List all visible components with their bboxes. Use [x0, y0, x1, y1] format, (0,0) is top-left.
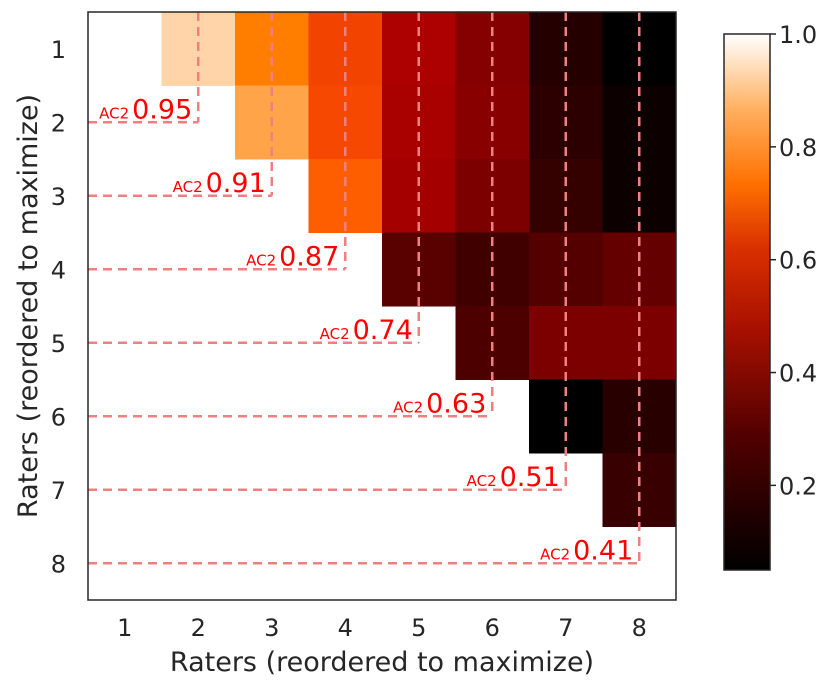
colorbar	[723, 33, 771, 571]
y-tick-label: 4	[51, 256, 66, 284]
y-tick-label: 5	[51, 330, 66, 358]
ac2-annotation: AC2 0.74	[320, 315, 413, 346]
colorbar-tick-label: 1.0	[779, 21, 817, 49]
ac2-annotation: AC2 0.91	[173, 168, 266, 199]
ac2-prefix: AC2	[540, 545, 570, 563]
ac2-annotation: AC2 0.87	[246, 241, 339, 272]
ac2-value: 0.91	[206, 168, 266, 199]
dashed-separators	[88, 12, 641, 565]
y-tick-label: 8	[51, 550, 66, 578]
x-tick-labels: 1 2 3 4 5 6 7 8	[117, 614, 647, 642]
x-tick-label: 4	[338, 614, 353, 642]
ac2-value: 0.87	[279, 241, 339, 272]
y-tick-label: 7	[51, 477, 66, 505]
colorbar-tick-label: 0.6	[779, 247, 817, 275]
colorbar-tick-label: 0.4	[779, 360, 817, 388]
y-tick-labels: 1 2 3 4 5 6 7 8	[51, 36, 66, 579]
ac2-annotation: AC2 0.63	[393, 388, 486, 419]
ac2-prefix: AC2	[320, 325, 350, 343]
ac2-prefix: AC2	[393, 398, 423, 416]
ac2-prefix: AC2	[246, 251, 276, 269]
colorbar-tick-label: 0.8	[779, 134, 817, 162]
ac2-annotation: AC2 0.41	[540, 535, 633, 566]
ac2-prefix: AC2	[173, 178, 203, 196]
ac2-value: 0.63	[426, 388, 486, 419]
y-tick-label: 1	[51, 36, 66, 64]
ac2-value: 0.41	[573, 535, 633, 566]
y-tick-label: 3	[51, 183, 66, 211]
y-tick-label: 2	[51, 109, 66, 137]
ac2-annotation: AC2 0.51	[467, 462, 560, 493]
ac2-annotation: AC2 0.95	[99, 94, 192, 125]
x-tick-label: 2	[191, 614, 206, 642]
x-tick-label: 5	[411, 614, 426, 642]
x-tick-label: 6	[485, 614, 500, 642]
colorbar-tick-label: 0.2	[779, 472, 817, 500]
y-tick-label: 6	[51, 403, 66, 431]
ac2-prefix: AC2	[467, 472, 497, 490]
x-axis-label: Raters (reordered to maximize)	[170, 647, 594, 678]
colorbar-ticks: 0.2 0.4 0.6 0.8 1.0	[770, 21, 817, 500]
ac2-value: 0.51	[500, 462, 560, 493]
x-tick-label: 7	[558, 614, 573, 642]
y-axis-label: Raters (reordered to maximize)	[13, 94, 44, 518]
x-tick-label: 1	[117, 614, 132, 642]
x-tick-label: 8	[632, 614, 647, 642]
ac2-value: 0.74	[353, 315, 413, 346]
x-tick-label: 3	[264, 614, 279, 642]
ac2-value: 0.95	[132, 94, 192, 125]
plot-frame	[87, 11, 677, 601]
ac2-prefix: AC2	[99, 104, 129, 122]
